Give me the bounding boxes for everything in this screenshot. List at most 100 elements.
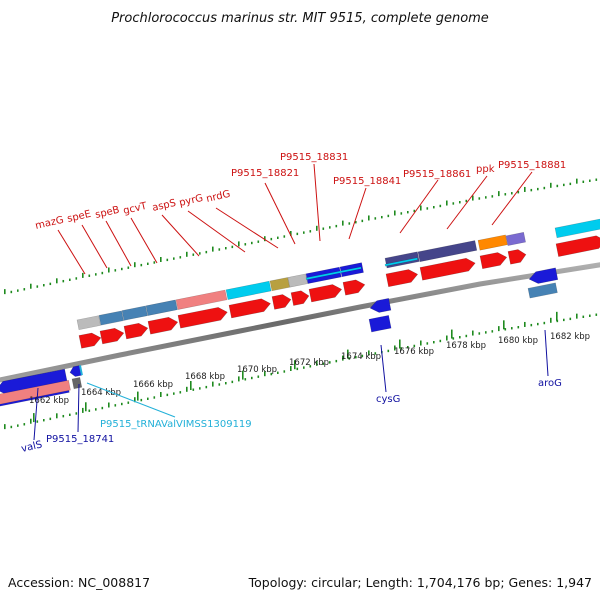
- forward-cds: [78, 332, 102, 349]
- forward-cds: [228, 298, 271, 319]
- gene-label-P9515_18861[interactable]: P9515_18861: [399, 169, 471, 234]
- tick-label: 1666 kbp: [133, 380, 173, 390]
- cog-block: [505, 232, 526, 246]
- gene-label-cysG[interactable]: cysG: [376, 344, 400, 405]
- tick-mark: [134, 397, 136, 403]
- tick-mark: [69, 278, 71, 282]
- gene-label-speB[interactable]: speB: [94, 205, 132, 267]
- gene-label-ppk[interactable]: ppk: [446, 164, 495, 230]
- tick-mark: [121, 402, 123, 406]
- gene-label-pyrG[interactable]: pyrG: [178, 193, 246, 253]
- tick-mark: [420, 340, 422, 346]
- tick-mark: [329, 361, 331, 364]
- feature-track: [0, 217, 600, 408]
- tick-mark: [563, 183, 565, 187]
- tick-mark: [108, 402, 110, 408]
- gene-label-text: P9515_18861: [403, 169, 471, 180]
- tick-mark: [394, 210, 396, 216]
- tick-mark: [114, 404, 117, 407]
- gene-label-mazG[interactable]: mazG: [34, 215, 86, 275]
- tick-mark: [316, 225, 318, 231]
- tick-mark: [491, 330, 494, 333]
- gene-label-text: P9515_18841: [333, 176, 401, 187]
- tick-mark: [472, 195, 474, 201]
- gene-label-gcvT[interactable]: gcvT: [122, 201, 158, 264]
- gene-label-text: gcvT: [122, 201, 149, 217]
- tick-mark: [101, 406, 104, 410]
- tick-mark: [212, 381, 214, 387]
- gene-label-text: pyrG: [178, 193, 204, 209]
- tick-mark: [511, 327, 513, 330]
- cog-stripe: [305, 266, 362, 281]
- gene-label-P9515_18831[interactable]: P9515_18831: [280, 152, 348, 242]
- tick-mark: [400, 347, 403, 350]
- tick-label: 1668 kbp: [185, 372, 225, 382]
- tick-mark: [101, 271, 104, 275]
- gene-label-text: aspS: [151, 198, 177, 214]
- cog-block-lower: [527, 282, 558, 299]
- forward-cds: [479, 252, 508, 270]
- reverse-cds-cysG: [369, 298, 392, 313]
- major-tick-mark: [556, 311, 558, 321]
- gene-label-P9515_18821[interactable]: P9515_18821: [231, 168, 299, 245]
- gene-label-P9515_18841[interactable]: P9515_18841: [333, 176, 401, 240]
- tick-mark: [361, 354, 364, 358]
- tick-mark: [589, 179, 591, 182]
- tick-mark: [420, 205, 422, 211]
- tick-mark: [251, 376, 253, 380]
- tick-mark: [465, 199, 468, 203]
- tick-label: 1672 kbp: [289, 358, 329, 368]
- major-tick-mark: [33, 413, 35, 423]
- tick-mark: [36, 420, 39, 423]
- tick-mark: [114, 269, 117, 272]
- gene-label-valS[interactable]: valS: [20, 387, 43, 455]
- major-tick-mark: [294, 360, 296, 370]
- tick-mark: [504, 193, 507, 196]
- tick-mark: [82, 407, 84, 413]
- tick-mark: [173, 257, 175, 260]
- tick-mark: [524, 186, 526, 192]
- major-tick-mark: [137, 391, 139, 401]
- tick-mark: [49, 282, 52, 286]
- tick-mark: [192, 253, 195, 256]
- major-tick-mark: [347, 349, 349, 359]
- tick-mark: [504, 328, 507, 331]
- gene-label-text: P9515_18821: [231, 168, 299, 179]
- gene-label-P9515_18881[interactable]: P9515_18881: [491, 160, 566, 226]
- tick-mark: [192, 388, 195, 391]
- tick-mark: [433, 341, 435, 344]
- tick-mark: [309, 365, 312, 368]
- upper-gene-labels: mazG speE speB gcvT aspS pyrG nrdG P951: [34, 152, 566, 275]
- tick-mark: [595, 313, 598, 316]
- gene-label-speE[interactable]: speE: [66, 209, 108, 269]
- tick-mark: [108, 267, 110, 273]
- tick-mark: [166, 258, 169, 262]
- tick-mark: [556, 184, 559, 188]
- tick-mark: [478, 332, 481, 335]
- tick-mark: [452, 337, 455, 340]
- reverse-cds-P9515_18741: [69, 365, 83, 377]
- gene-label-aroG[interactable]: aroG: [538, 329, 562, 389]
- gene-label-nrdG[interactable]: nrdG: [205, 189, 279, 249]
- major-tick-mark: [451, 329, 453, 339]
- tick-mark: [413, 209, 416, 213]
- tick-mark: [407, 210, 409, 214]
- major-tick-mark: [85, 402, 87, 412]
- gene-label-aspS[interactable]: aspS: [151, 198, 200, 257]
- tick-mark: [446, 200, 448, 206]
- tick-mark: [498, 191, 500, 197]
- tick-mark: [556, 319, 559, 323]
- cog-block: [76, 315, 101, 331]
- gene-label-text: aroG: [538, 378, 562, 389]
- tick-mark: [329, 226, 331, 229]
- gene-label-P9515_18741[interactable]: P9515_18741: [46, 383, 114, 445]
- tick-mark: [186, 386, 188, 392]
- tick-mark: [127, 401, 130, 404]
- tick-mark: [23, 423, 26, 426]
- tick-mark: [30, 418, 32, 424]
- gene-label-tRNAVal[interactable]: P9515_tRNAValVIMSS1309119: [86, 382, 252, 430]
- tick-label: 1670 kbp: [237, 365, 277, 375]
- tick-mark: [426, 207, 429, 210]
- tick-mark: [485, 196, 487, 199]
- tick-mark: [251, 241, 253, 245]
